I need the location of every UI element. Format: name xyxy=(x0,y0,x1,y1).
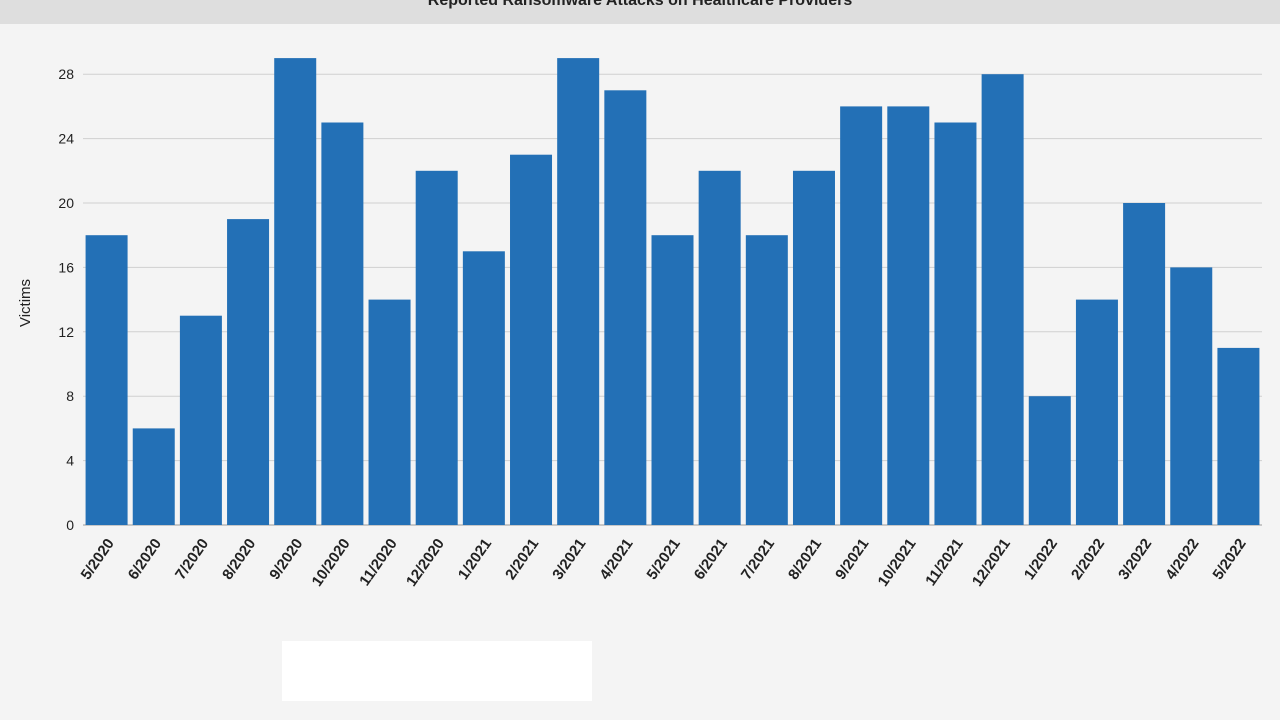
bar xyxy=(368,299,411,525)
bar xyxy=(1217,347,1260,525)
bar xyxy=(698,170,741,526)
bar xyxy=(462,251,505,526)
x-tick-label: 3/2022 xyxy=(1115,536,1155,583)
y-tick-label: 28 xyxy=(58,66,74,82)
bar xyxy=(510,154,553,525)
bar xyxy=(981,74,1024,525)
bar xyxy=(132,428,175,525)
x-tick-label: 12/2020 xyxy=(403,536,448,590)
y-tick-label: 20 xyxy=(58,195,74,211)
title-bar: Reported Ransomware Attacks on Healthcar… xyxy=(0,0,1280,24)
x-tick-label: 9/2020 xyxy=(266,536,306,583)
x-tick-label: 2/2021 xyxy=(502,536,542,583)
y-tick-label: 12 xyxy=(58,324,74,340)
x-tick-label: 5/2021 xyxy=(644,536,684,583)
y-tick-label: 4 xyxy=(66,453,74,469)
bar xyxy=(274,58,317,525)
blank-panel xyxy=(282,641,592,701)
x-tick-label: 3/2021 xyxy=(549,536,589,583)
y-axis-label: Victims xyxy=(17,279,34,327)
bar xyxy=(227,219,270,525)
x-tick-label: 9/2021 xyxy=(832,536,872,583)
bar xyxy=(745,235,788,525)
x-tick-label: 6/2020 xyxy=(125,536,165,583)
x-tick-label: 1/2022 xyxy=(1021,536,1061,583)
x-tick-label: 4/2021 xyxy=(596,536,636,583)
y-tick-label: 16 xyxy=(58,259,74,275)
bar xyxy=(179,315,222,525)
x-tick-label: 6/2021 xyxy=(691,536,731,583)
x-tick-label: 4/2022 xyxy=(1162,536,1202,583)
y-tick-label: 24 xyxy=(58,131,74,147)
bar xyxy=(1170,267,1213,525)
x-tick-label: 10/2020 xyxy=(309,536,354,590)
x-tick-label: 5/2022 xyxy=(1209,536,1249,583)
x-tick-label: 11/2020 xyxy=(356,536,401,589)
x-tick-label: 8/2021 xyxy=(785,536,825,583)
bar xyxy=(1123,203,1166,525)
bar xyxy=(415,170,458,526)
chart-area: 0 4 8 12 16 20 24 28 Victims 5/2020 6/2020 7/2020 8/… xyxy=(0,24,1280,644)
bar xyxy=(792,170,835,526)
x-tick-label: 10/2021 xyxy=(875,536,920,590)
bar xyxy=(604,90,647,526)
bar xyxy=(1028,396,1071,525)
x-tick-label: 11/2021 xyxy=(922,536,967,589)
bar xyxy=(934,122,977,525)
x-tick-label: 8/2020 xyxy=(219,536,259,583)
bar xyxy=(85,235,128,525)
x-tick-label: 2/2022 xyxy=(1068,536,1108,583)
chart-title: Reported Ransomware Attacks on Healthcar… xyxy=(427,0,853,9)
x-tick-label: 12/2021 xyxy=(969,536,1014,590)
bar xyxy=(1075,299,1118,525)
bar xyxy=(321,122,364,525)
y-tick-label: 0 xyxy=(66,517,74,533)
bar xyxy=(557,58,600,525)
x-tick-label: 7/2021 xyxy=(738,536,778,583)
bar xyxy=(840,106,883,526)
bar xyxy=(887,106,930,526)
x-tick-label: 1/2021 xyxy=(455,536,495,583)
bar xyxy=(651,235,694,525)
x-tick-label: 7/2020 xyxy=(172,536,212,583)
x-tick-label: 5/2020 xyxy=(78,536,118,583)
y-tick-label: 8 xyxy=(66,388,74,404)
